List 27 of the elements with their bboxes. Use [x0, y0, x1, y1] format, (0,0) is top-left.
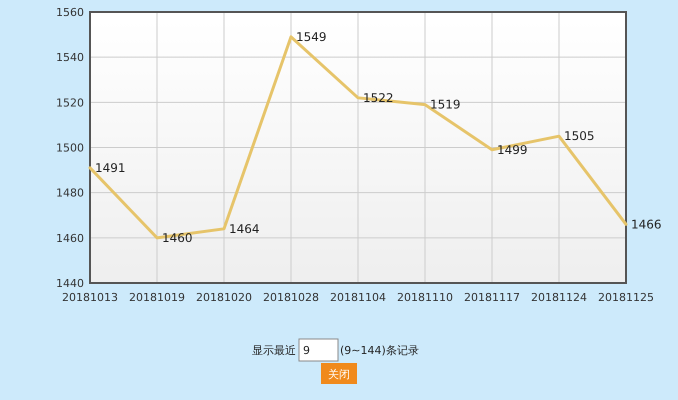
x-tick-label: 20181124 [531, 291, 587, 304]
y-tick-label: 1540 [56, 51, 84, 64]
x-tick-label: 20181020 [196, 291, 252, 304]
text: 关闭 [328, 368, 350, 381]
data-label: 1505 [564, 129, 595, 144]
data-label: 1464 [229, 222, 260, 236]
x-tick-label: 20181117 [464, 291, 520, 304]
data-label: 1549 [296, 30, 327, 44]
y-tick-label: 1460 [56, 232, 84, 245]
x-tick-label: 20181125 [598, 291, 654, 304]
text: 9 [303, 344, 310, 357]
x-tick-label: 20181019 [129, 291, 185, 304]
text: 显示最近 [252, 344, 296, 357]
y-tick-label: 1560 [56, 6, 84, 19]
y-tick-label: 1520 [56, 96, 84, 110]
data-label: 1491 [95, 160, 126, 175]
y-tick-label: 1440 [56, 277, 84, 290]
x-tick-label: 20181013 [62, 291, 118, 304]
data-label: 1466 [631, 217, 662, 232]
x-tick-label: 20181028 [263, 291, 319, 304]
data-label: 1519 [430, 98, 461, 112]
data-label: 1499 [497, 142, 528, 157]
x-tick-label: 20181110 [397, 291, 453, 304]
y-tick-label: 1480 [56, 186, 84, 200]
x-tick-label: 20181104 [330, 291, 386, 304]
text: (9~144)条记录 [340, 344, 419, 357]
y-tick-label: 1500 [56, 142, 84, 154]
